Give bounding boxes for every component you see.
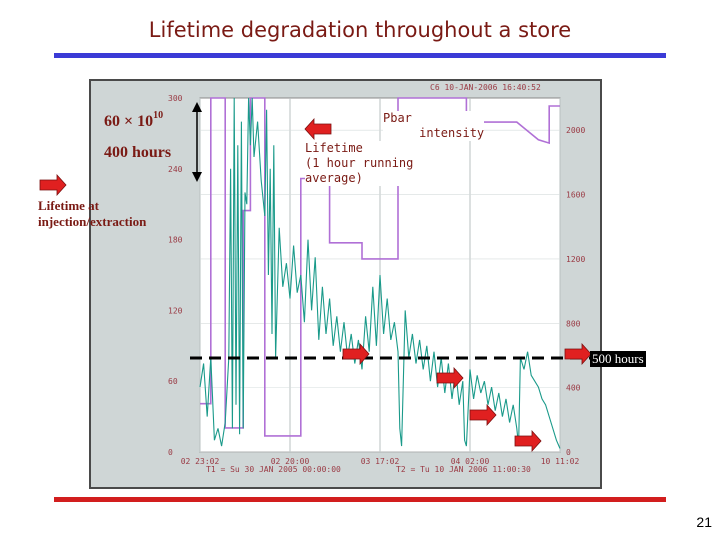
arrow-marker-3: [469, 403, 497, 427]
chart-header: C6 10-JAN-2006 16:40:52: [430, 83, 541, 92]
arrow-marker-1: [342, 342, 370, 366]
intensity-scale-label: 60 × 1010: [104, 110, 163, 131]
arrow-marker-2: [436, 366, 464, 390]
duration-arrowhead-down: [192, 172, 202, 182]
left-tick-label: 180: [168, 236, 183, 245]
right-tick-label: 800: [566, 319, 581, 328]
right-tick-label: 400: [566, 384, 581, 393]
right-tick-label: 2000: [566, 126, 585, 135]
right-tick-label: 0: [566, 448, 571, 457]
left-tick-label: 120: [168, 306, 183, 315]
arrow-threshold: [564, 342, 592, 366]
pbar-intensity-label: Pbar intensity: [383, 111, 485, 141]
series-lifetime-1-hour-running-average-: [199, 97, 561, 449]
cursor-t1: T1 = Su 30 JAN 2005 00:00:00: [206, 465, 341, 474]
lifetime-average-label: Lifetime (1 hour running average): [305, 141, 414, 186]
threshold-label: 500 hours: [590, 351, 646, 367]
x-tick-label: 03 17:02: [361, 457, 400, 466]
x-tick-label: 04 02:00: [451, 457, 490, 466]
right-tick-label: 1200: [566, 255, 585, 264]
right-tick-label: 1600: [566, 191, 585, 200]
title-rule: [54, 53, 666, 58]
cursor-t2: T2 = Tu 10 JAN 2006 11:00:30: [396, 465, 531, 474]
slide-title: Lifetime degradation throughout a store: [148, 18, 572, 42]
duration-label: 400 hours: [104, 144, 172, 161]
lifetime-injection-label: Lifetime at injection/extraction: [38, 198, 147, 229]
left-tick-label: 0: [168, 448, 173, 457]
x-tick-label: 02 23:02: [181, 457, 220, 466]
x-tick-label: 02 20:00: [271, 457, 310, 466]
arrow-lifetime-injection: [39, 173, 67, 197]
page-number: 21: [696, 514, 712, 530]
x-tick-label: 10 11:02: [541, 457, 580, 466]
intensity-scale-base: 60 × 10: [104, 113, 154, 130]
bottom-rule: [54, 497, 666, 502]
duration-arrowhead-up: [192, 102, 202, 112]
arrow-lifetime-average: [304, 117, 332, 141]
intensity-scale-exponent: 10: [153, 110, 164, 121]
arrow-marker-4: [514, 429, 542, 453]
left-tick-label: 60: [168, 377, 178, 386]
left-tick-label: 300: [168, 94, 183, 103]
left-tick-label: 240: [168, 165, 183, 174]
